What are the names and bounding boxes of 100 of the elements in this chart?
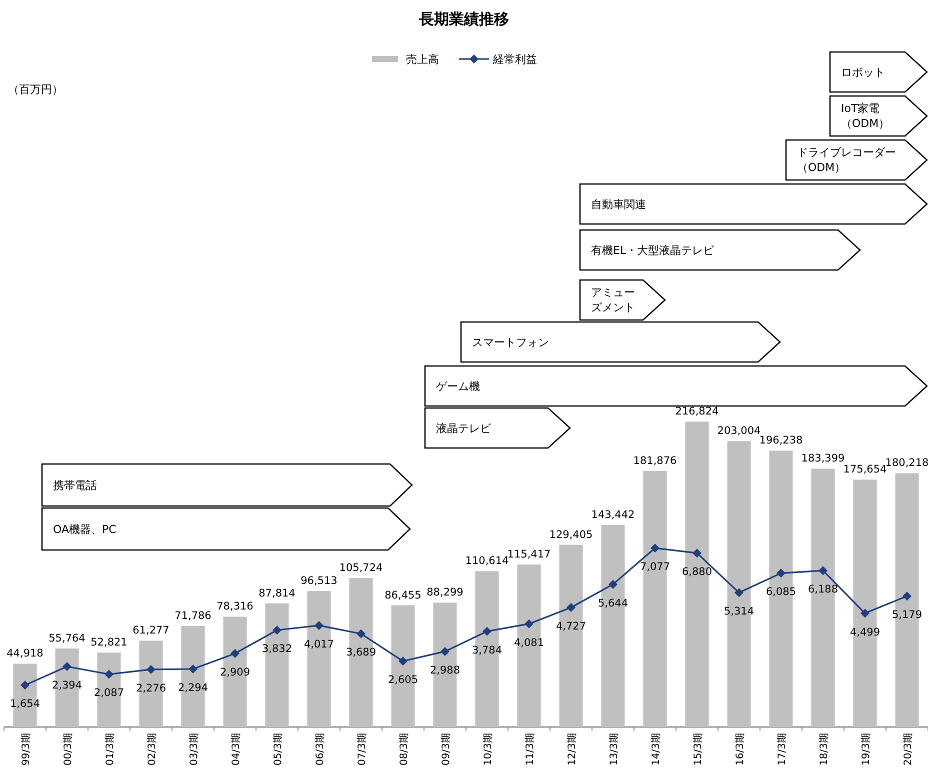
arrow: IoT家電（ODM） <box>829 95 928 137</box>
point <box>608 580 618 589</box>
point <box>440 646 450 656</box>
data-label: 2,294 <box>178 682 208 694</box>
point <box>860 608 870 618</box>
arrow: 携帯電話 <box>41 463 413 507</box>
data-label: 143,442 <box>591 509 635 522</box>
point <box>104 670 114 679</box>
data-label: 78,316 <box>216 600 254 613</box>
arrow: アミューズメント <box>579 279 666 321</box>
x-tick-label: 07/3期 <box>356 733 368 766</box>
arrow: 有機EL・大型液晶テレビ <box>579 229 861 271</box>
chart-title: 長期業績推移 <box>418 10 509 28</box>
data-label: 203,004 <box>717 425 762 438</box>
arrow: ロボット <box>829 51 928 93</box>
data-label: 6,085 <box>766 586 796 598</box>
point <box>188 664 198 674</box>
data-label: 2,276 <box>136 682 166 694</box>
point <box>524 619 534 628</box>
x-tick-label: 04/3期 <box>230 733 242 766</box>
data-label: 44,918 <box>6 648 44 660</box>
data-label: 4,727 <box>556 620 586 632</box>
data-label: 6,188 <box>808 584 838 596</box>
data-label: 61,277 <box>132 624 170 637</box>
x-tick-label: 10/3期 <box>482 733 494 766</box>
point <box>398 656 408 666</box>
data-label: 129,405 <box>549 528 593 541</box>
x-tick-label: 09/3期 <box>440 733 452 766</box>
data-label: 4,499 <box>850 626 880 638</box>
point <box>314 620 324 630</box>
data-label: 4,017 <box>304 638 334 650</box>
x-tick-label: 12/3期 <box>566 733 578 766</box>
data-label: 6,880 <box>682 566 712 578</box>
arrow: ドライブレコーダー（ODM） <box>785 139 928 181</box>
x-tick-label: 01/3期 <box>104 733 116 766</box>
point <box>734 588 744 598</box>
data-label: 87,814 <box>258 587 296 600</box>
data-label: 96,513 <box>300 575 338 588</box>
data-label: 196,238 <box>759 434 803 447</box>
x-tick-label: 99/3期 <box>20 733 32 766</box>
x-tick-label: 05/3期 <box>272 733 284 766</box>
data-label: 5,314 <box>724 606 754 618</box>
data-label: 181,876 <box>633 454 678 467</box>
x-tick-label: 06/3期 <box>314 733 326 766</box>
data-label: 4,081 <box>514 636 544 649</box>
x-tick-label: 18/3期 <box>818 733 830 766</box>
x-tick-label: 16/3期 <box>734 733 746 766</box>
data-label: 2,394 <box>52 679 82 692</box>
legend-label: 売上高 <box>406 53 439 66</box>
data-label: 2,988 <box>430 664 460 676</box>
data-label: 5,179 <box>892 609 922 622</box>
x-tick-label: 13/3期 <box>608 733 620 766</box>
data-label: 180,218 <box>885 457 928 470</box>
x-tick-label: 11/3期 <box>524 733 536 766</box>
annotation: 携帯電話 <box>53 479 97 492</box>
point <box>20 680 30 690</box>
point <box>356 629 366 638</box>
point <box>62 662 72 671</box>
data-label: 3,784 <box>472 644 502 656</box>
point <box>692 548 702 558</box>
data-label: 115,417 <box>507 548 551 560</box>
x-tick-label: 03/3期 <box>188 733 200 766</box>
arrow: 自動車関連 <box>579 183 928 225</box>
data-label: 183,399 <box>801 452 845 465</box>
data-label: 2,605 <box>388 674 418 686</box>
point <box>272 626 282 635</box>
data-label: 175,654 <box>843 464 888 476</box>
x-tick-label: 15/3期 <box>692 733 704 766</box>
point <box>650 544 660 553</box>
data-label: 86,455 <box>384 589 422 602</box>
data-label: 2,909 <box>220 666 250 678</box>
data-label: 5,644 <box>598 597 628 610</box>
point <box>818 566 828 576</box>
data-label: 88,299 <box>426 586 464 599</box>
data-label: 110,614 <box>465 555 510 568</box>
point <box>902 592 912 601</box>
arrow: 液晶テレビ <box>424 407 571 449</box>
x-tick-label: 14/3期 <box>650 733 662 766</box>
arrow: OA機器、PC <box>41 507 411 551</box>
annotation: 液晶テレビ <box>436 422 492 435</box>
data-label: 105,724 <box>339 562 384 574</box>
point <box>482 626 492 636</box>
x-tick-label: 19/3期 <box>860 733 872 766</box>
point <box>146 664 156 674</box>
data-label: 52,821 <box>90 636 128 649</box>
data-label: 2,087 <box>94 687 124 700</box>
x-tick-label: 20/3期 <box>902 733 914 766</box>
point <box>566 603 576 612</box>
legend-label: 経常利益 <box>492 53 537 66</box>
text: （百万円） <box>8 83 63 96</box>
data-label: 1,654 <box>10 698 40 710</box>
data-label: 3,832 <box>262 643 292 656</box>
data-label: 7,077 <box>640 561 670 574</box>
data-label: 71,786 <box>174 610 212 622</box>
point <box>776 568 786 578</box>
data-label: 3,689 <box>346 646 376 659</box>
x-tick-label: 08/3期 <box>398 733 410 766</box>
data-label: 55,764 <box>48 632 86 644</box>
x-tick-label: 17/3期 <box>776 733 788 766</box>
x-tick-label: 00/3期 <box>62 733 74 766</box>
